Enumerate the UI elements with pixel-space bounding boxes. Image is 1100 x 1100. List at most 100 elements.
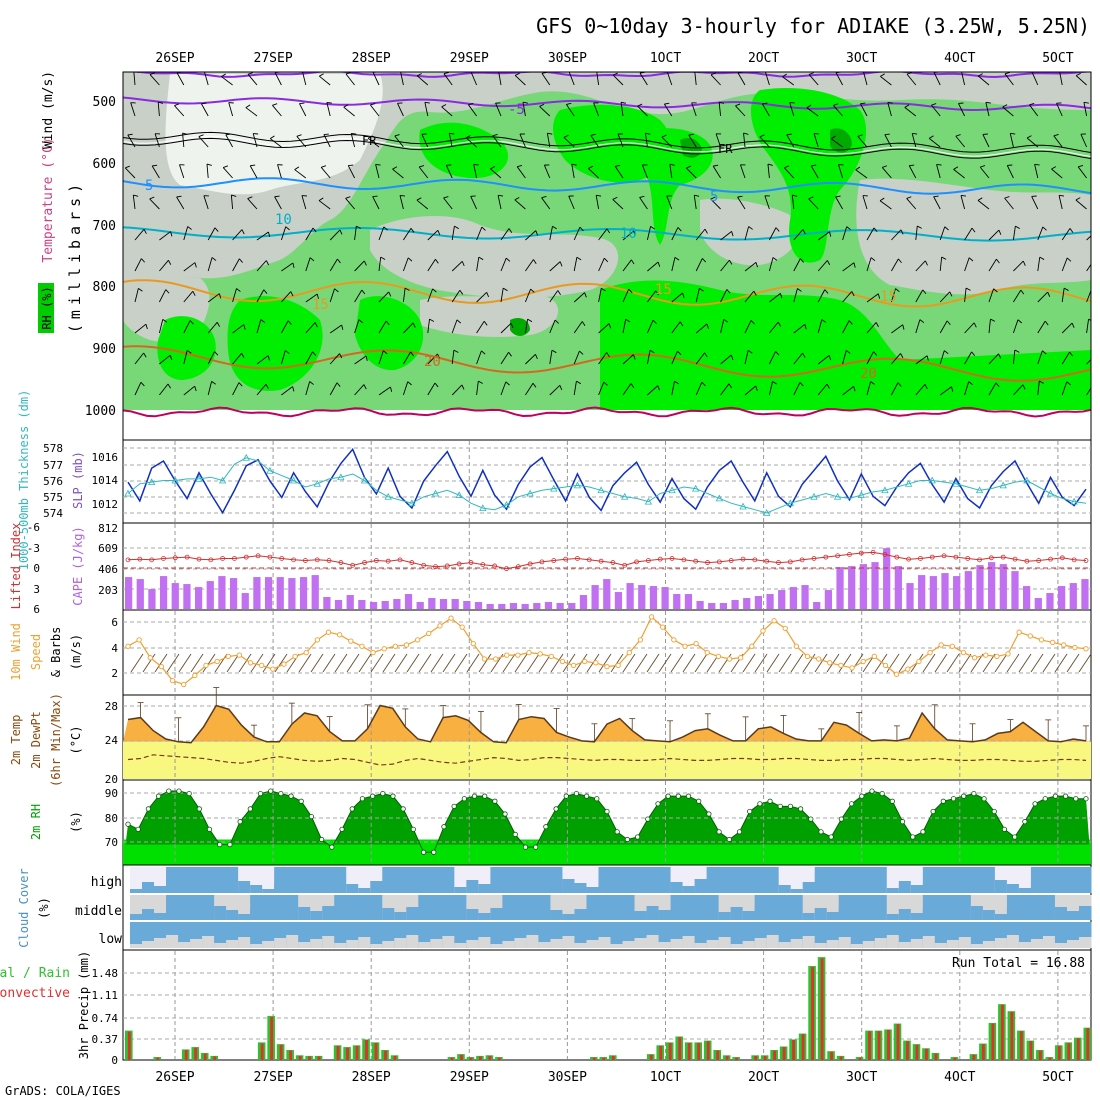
wind10m-barb [418,653,432,673]
wind-barb-flag [380,256,386,260]
wind10m-barb [358,653,372,673]
wind-barb [1037,320,1046,334]
cloud-high-fill [130,889,143,893]
wind-barb [476,321,485,334]
cloud-high-fill [598,880,611,893]
thickness-marker [408,499,416,507]
cloud-high-fill [262,889,275,893]
wind-barb-flag [637,103,643,107]
cloud-bands [130,867,1092,948]
cloud-middle-fill [874,910,888,920]
wind-barb [863,72,868,86]
wind10m-marker [882,662,889,668]
wind-barb-flag [435,258,439,264]
date-label-bottom: 27SEP [254,1070,293,1085]
wind-barb-flag [710,72,716,76]
wind-barb [831,138,843,148]
wind-barb-flag [456,319,462,324]
cloud-middle-fill [622,907,636,920]
wind-barb [1059,72,1063,86]
wind10m-marker [370,649,376,656]
rh2m-marker [624,836,630,843]
cloud-middle-fill [454,914,467,920]
wind-barb [695,352,705,365]
wind-barb [397,103,404,117]
wind-barb-flag [392,166,398,170]
wind-barb [866,381,872,396]
cloud-high-fill [178,883,191,893]
thickness-marker [952,479,960,487]
wind-barb [808,198,819,210]
cape-bar [463,601,471,609]
wind-barb-flag [833,103,839,106]
cloud-low-band [574,922,587,948]
upper-wind-barbs [124,72,1091,396]
wind-barb-flag [201,102,207,105]
lifted-index-marker [906,556,911,562]
slp-line [127,447,1087,515]
wind-barb-flag [547,132,553,135]
wind-barb-flag [461,384,465,390]
wind-barb-flag [152,164,158,167]
wind-barb [646,320,654,334]
cloud-middle-fill [946,907,960,920]
cloud-middle-fill [262,913,275,920]
wind-barb [1086,358,1091,365]
lifted-index-marker [1024,558,1030,564]
wind10m-marker [526,649,532,656]
cape-tick: 609 [98,542,118,555]
cloud-middle-fill [898,909,912,920]
lifted-index-marker [764,558,770,564]
rh2m-marker [604,808,610,815]
wind-barb [641,164,648,179]
wind-barb-flag [263,289,268,294]
wind-barb [232,288,237,303]
wind-barb-flag [358,319,364,324]
cloud-middle-fill [730,907,744,920]
wind-barb [130,102,136,117]
label-cloud-unit: (%) [37,897,51,919]
wind-barb [549,319,556,334]
cloud-low-fill [1018,942,1032,948]
wind-barb [639,72,648,86]
wind-barb-flag [630,383,635,388]
lifted-index-marker [705,560,710,565]
wind-barb [230,195,234,210]
wind-barb [767,164,770,179]
wind-barb-flag [481,226,486,231]
cape-bar [836,567,844,609]
cloud-low-fill [970,944,984,948]
rh2m-marker [553,806,559,812]
precip-convective-bar [1000,1004,1004,1060]
wind10m-marker [125,643,131,649]
wind-barb-flag [912,133,918,135]
label-thickness: 1000-500mb Thickness (dm) [17,390,31,571]
lifted-index-marker [539,559,545,565]
wind-barb [221,76,233,86]
wind-barb [470,196,478,210]
cape-bar [358,600,366,609]
wind10m-panel-frame [122,609,1092,696]
wind-barb-flag [1053,134,1059,137]
wind-barb [476,291,487,303]
precip-convective-bar [811,967,814,1060]
wind-barb [817,383,828,396]
wind-barb [256,289,265,303]
wind-barb [1009,133,1014,148]
cloud-high-band [718,867,732,893]
cloud-high-fill [250,885,263,893]
wind-barb [296,135,307,148]
wind-barb [939,257,943,272]
wind-barb [939,320,948,334]
date-label-bottom: 26SEP [155,1070,194,1085]
wind-barb [427,382,436,396]
lifted-index-marker [941,553,947,559]
wind-barb-flag [906,72,912,75]
wind-barb-flag [1010,132,1016,135]
cloud-high-fill [670,882,684,893]
lifted-index-line [123,549,1091,572]
wind-barb-flag [245,104,251,108]
cloud-high-band [886,867,900,893]
cloud-high-fill [694,879,708,893]
wind-barb-flag [143,229,147,234]
